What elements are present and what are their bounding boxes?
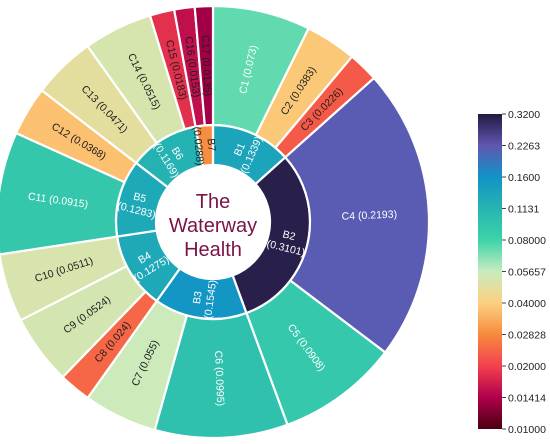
colorbar-tick-label: 0.3200 <box>508 109 540 121</box>
colorbar-tick-label: 0.01000 <box>508 424 546 436</box>
center-label: The Waterway Health <box>169 191 257 261</box>
center-label-line-3: Health <box>184 239 242 261</box>
colorbar-tick-label: 0.02828 <box>508 330 546 342</box>
center-label-line-2: Waterway <box>169 215 257 237</box>
outer-ring-segment-c17[interactable] <box>193 4 215 127</box>
colorbar: 0.3200 0.2263 0.1600 0.1131 0.08000 0.05657 0.… <box>478 109 546 436</box>
outer-ring-segment-c4[interactable] <box>283 76 431 354</box>
outer-ring-segment-c10[interactable] <box>0 235 129 322</box>
colorbar-tick-label: 0.05657 <box>508 267 546 279</box>
sunburst-rings: B1(0.1339)B2(0.3101)B3(0.1545)B4(0.1275)… <box>0 4 431 440</box>
colorbar-tick-label: 0.01414 <box>508 393 546 405</box>
outer-ring-label-c4: C4 (0.2193) <box>341 209 397 223</box>
inner-ring-label-b3: B3(0.1545) <box>191 279 219 319</box>
outer-ring-label-c6: C6 (0.0995) <box>212 350 226 406</box>
colorbar-tick-label: 0.2263 <box>508 141 540 153</box>
colorbar-tick-label: 0.1600 <box>508 172 540 184</box>
center-label-line-1: The <box>196 191 230 213</box>
outer-ring-label-c17: C17 (0.0135) <box>199 35 214 97</box>
colorbar-tick-label: 0.1131 <box>508 204 539 216</box>
inner-ring-label-name: B3 <box>191 290 205 304</box>
colorbar-tick-label: 0.02000 <box>508 361 546 373</box>
colorbar-gradient <box>478 114 502 429</box>
colorbar-tick-label: 0.08000 <box>508 235 546 247</box>
inner-ring-label-value: (0.0288) <box>190 126 205 166</box>
inner-ring-label-name: B6 <box>169 145 186 162</box>
colorbar-tick-label: 0.04000 <box>508 298 546 310</box>
colorbar-ticks: 0.3200 0.2263 0.1600 0.1131 0.08000 0.05657 0.… <box>502 109 546 436</box>
inner-ring-label-name: B2 <box>281 228 297 243</box>
inner-ring-label-b7: B7(0.0288) <box>190 126 217 166</box>
inner-ring-label-value: (0.1545) <box>202 279 219 319</box>
inner-ring-label-name: B1 <box>232 141 248 158</box>
inner-ring-label-name: B7 <box>204 138 217 152</box>
inner-ring-label-name: B5 <box>132 191 148 206</box>
inner-ring-label-name: B4 <box>136 250 153 267</box>
